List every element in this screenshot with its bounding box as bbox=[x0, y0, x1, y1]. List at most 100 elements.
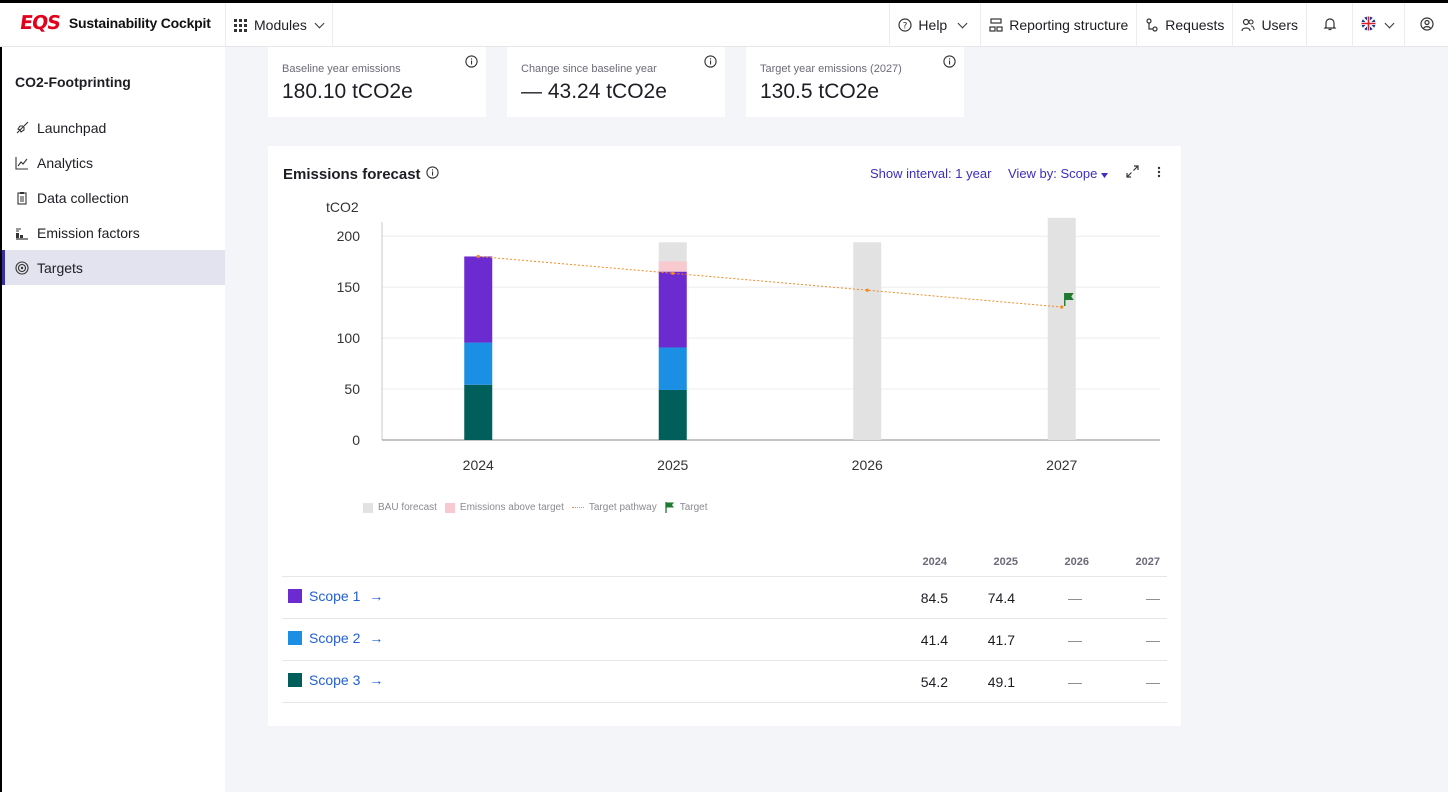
chart-legend: BAU forecast Emissions above target Targ… bbox=[363, 502, 716, 513]
more-options-icon[interactable] bbox=[1157, 165, 1161, 183]
reporting-structure-button[interactable]: Reporting structure bbox=[980, 3, 1136, 47]
table-cell: 49.1 bbox=[987, 674, 1015, 690]
top-navigation-bar: EQS Sustainability Cockpit Modules ? Hel… bbox=[0, 0, 1448, 47]
table-cell: 41.7 bbox=[987, 632, 1015, 648]
kpi-card-baseline: Baseline year emissions 180.10 tCO2e bbox=[268, 47, 486, 117]
kpi-card-target: Target year emissions (2027) 130.5 tCO2e bbox=[746, 47, 964, 117]
emissions-forecast-chart: tCO2 0 50 100 150 200 2024 2025 2026 2027 bbox=[326, 199, 1160, 473]
y-axis-label: tCO2 bbox=[326, 199, 359, 215]
users-label: Users bbox=[1261, 17, 1298, 33]
sidebar-item-data-collection[interactable]: Data collection bbox=[2, 180, 225, 215]
info-icon[interactable] bbox=[704, 55, 717, 73]
year-header: 2024 bbox=[922, 556, 947, 568]
sidebar-item-label: Targets bbox=[37, 259, 83, 276]
table-cell: 84.5 bbox=[920, 590, 948, 606]
x-tick-label: 2025 bbox=[657, 457, 688, 473]
kpi-label: Change since baseline year bbox=[521, 63, 657, 75]
sidebar-item-launchpad[interactable]: Launchpad bbox=[2, 110, 225, 145]
scope-swatch bbox=[288, 631, 302, 645]
x-tick-label: 2026 bbox=[852, 457, 883, 473]
caret-down-icon bbox=[1101, 166, 1109, 181]
x-tick-label: 2027 bbox=[1046, 457, 1077, 473]
scope-swatch bbox=[288, 589, 302, 603]
requests-button[interactable]: Requests bbox=[1136, 3, 1232, 47]
expand-icon[interactable] bbox=[1126, 165, 1139, 183]
bar-bau-forecast bbox=[853, 242, 882, 440]
help-menu-button[interactable]: ? Help bbox=[889, 3, 980, 47]
view-by-label: View by: Scope bbox=[1008, 166, 1098, 181]
chevron-down-icon bbox=[314, 18, 325, 28]
kpi-label: Baseline year emissions bbox=[282, 63, 401, 75]
sidebar-item-label: Analytics bbox=[37, 154, 94, 171]
legend-item-above-target[interactable]: Emissions above target bbox=[444, 502, 564, 513]
bar-scope-2 bbox=[658, 347, 687, 390]
sidebar-item-label: Data collection bbox=[37, 189, 129, 206]
app-name: Sustainability Cockpit bbox=[68, 15, 211, 31]
scope-swatch bbox=[288, 673, 302, 687]
target-pathway-point bbox=[1060, 305, 1064, 309]
target-pathway-point bbox=[476, 254, 480, 259]
kpi-value: 130.5 tCO2e bbox=[760, 80, 880, 103]
table-cell: — bbox=[1068, 632, 1082, 648]
kpi-label: Target year emissions (2027) bbox=[760, 63, 902, 75]
sidebar-item-label: Launchpad bbox=[37, 119, 107, 136]
modules-menu-button[interactable]: Modules bbox=[225, 3, 333, 47]
bar-above-target bbox=[658, 261, 687, 272]
table-header: 2024 2025 2026 2027 bbox=[282, 548, 1167, 577]
table-row: Scope 1 → 84.5 74.4 — — bbox=[282, 577, 1167, 619]
chevron-down-icon bbox=[957, 18, 968, 28]
y-tick-label: 200 bbox=[337, 228, 361, 244]
sidebar-item-label: Emission factors bbox=[37, 224, 140, 241]
sidebar-item-targets[interactable]: Targets bbox=[2, 250, 225, 285]
eqs-logo: EQS bbox=[18, 12, 62, 34]
info-icon[interactable] bbox=[425, 166, 439, 183]
sidebar-item-analytics[interactable]: Analytics bbox=[2, 145, 225, 180]
target-pathway-line bbox=[478, 255, 1062, 308]
modules-label: Modules bbox=[254, 17, 307, 33]
hierarchy-icon bbox=[989, 18, 1003, 32]
table-row: Scope 3 → 54.2 49.1 — — bbox=[282, 661, 1167, 703]
bar-scope-2 bbox=[464, 342, 493, 385]
scope-3-link[interactable]: Scope 3 → bbox=[288, 672, 383, 688]
legend-item-bau[interactable]: BAU forecast bbox=[363, 502, 437, 513]
grid-icon bbox=[234, 18, 247, 32]
bar-scope-1 bbox=[464, 256, 493, 343]
y-tick-label: 150 bbox=[337, 279, 361, 295]
rocket-icon bbox=[15, 121, 29, 135]
factor-icon bbox=[15, 226, 29, 240]
interval-selector[interactable]: Show interval: 1 year bbox=[870, 166, 992, 181]
y-tick-label: 50 bbox=[344, 381, 360, 397]
users-button[interactable]: Users bbox=[1232, 3, 1306, 47]
requests-icon bbox=[1145, 18, 1159, 32]
notifications-button[interactable] bbox=[1306, 3, 1352, 47]
sidebar-title: CO2-Footprinting bbox=[15, 74, 131, 90]
scope-1-link[interactable]: Scope 1 → bbox=[288, 588, 383, 604]
info-icon[interactable] bbox=[943, 55, 956, 73]
svg-text:?: ? bbox=[903, 22, 908, 32]
account-button[interactable] bbox=[1404, 3, 1448, 47]
scope-2-link[interactable]: Scope 2 → bbox=[288, 630, 383, 646]
legend-label: Target bbox=[679, 502, 708, 513]
brand[interactable]: EQS Sustainability Cockpit bbox=[18, 12, 211, 34]
year-header: 2027 bbox=[1135, 556, 1160, 568]
info-icon[interactable] bbox=[465, 55, 478, 73]
legend-item-target-pathway[interactable]: Target pathway bbox=[571, 502, 657, 513]
table-cell: 41.4 bbox=[920, 632, 948, 648]
legend-label: BAU forecast bbox=[378, 502, 437, 513]
legend-label: Target pathway bbox=[588, 502, 657, 513]
view-by-selector[interactable]: View by: Scope bbox=[1008, 166, 1109, 181]
table-cell: — bbox=[1146, 632, 1160, 648]
table-cell: 54.2 bbox=[920, 674, 948, 690]
table-cell: — bbox=[1068, 674, 1082, 690]
target-pathway-point bbox=[671, 271, 675, 275]
language-selector[interactable] bbox=[1352, 3, 1404, 47]
table-cell: 74.4 bbox=[987, 590, 1015, 606]
target-icon bbox=[15, 260, 29, 275]
scope-name: Scope 3 bbox=[309, 672, 361, 688]
legend-item-target[interactable]: Target bbox=[665, 502, 708, 513]
card-title-text: Emissions forecast bbox=[283, 166, 421, 183]
year-header: 2026 bbox=[1064, 556, 1089, 568]
bar-scope-1 bbox=[658, 271, 687, 348]
table-cell: — bbox=[1068, 590, 1082, 606]
sidebar-item-emission-factors[interactable]: Emission factors bbox=[2, 215, 225, 250]
